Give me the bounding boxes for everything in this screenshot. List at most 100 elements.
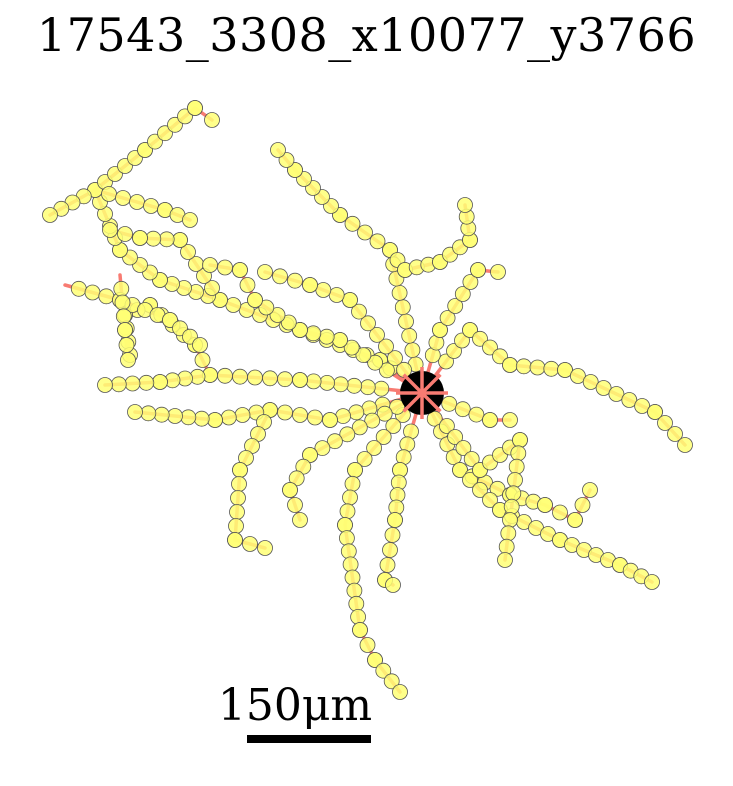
node-marker (382, 542, 398, 558)
node-marker (677, 437, 693, 453)
node-marker (366, 440, 383, 456)
node-marker (113, 280, 130, 297)
node-marker (204, 280, 220, 296)
node-marker (232, 368, 248, 385)
node-marker (385, 577, 401, 593)
node-marker (344, 569, 361, 586)
node-marker (498, 538, 515, 555)
node-marker (351, 419, 368, 436)
node-marker (582, 374, 599, 390)
node-marker (288, 470, 305, 487)
node-marker (570, 368, 586, 384)
node-marker (269, 307, 286, 323)
node-marker (447, 429, 464, 445)
node-marker (492, 348, 508, 365)
node-marker (462, 472, 478, 488)
node-marker (232, 462, 248, 478)
node-marker (582, 482, 598, 498)
node-marker (657, 415, 673, 431)
node-marker (167, 408, 183, 424)
node-marker (328, 287, 345, 303)
node-marker (426, 410, 443, 427)
node-marker (438, 353, 454, 370)
node-marker (180, 244, 196, 260)
node-marker (359, 379, 376, 396)
node-marker (230, 490, 246, 506)
node-marker (351, 303, 367, 320)
node-marker (247, 369, 263, 386)
scale-bar-label: 150μm (217, 680, 373, 731)
node-marker (287, 272, 303, 289)
node-marker (355, 347, 372, 364)
node-marker (193, 410, 210, 427)
node-marker (120, 352, 136, 368)
node-marker (369, 326, 385, 343)
node-marker (364, 412, 381, 429)
node-marker (342, 489, 358, 506)
node-marker (102, 222, 118, 238)
node-marker (376, 405, 393, 422)
node-marker (140, 405, 157, 422)
node-marker (231, 476, 247, 492)
node-marker (537, 497, 553, 513)
node-marker (101, 186, 117, 202)
node-marker (357, 224, 373, 241)
node-marker (292, 322, 308, 338)
node-marker (500, 525, 517, 542)
node-marker (292, 372, 308, 388)
node-marker (508, 458, 525, 475)
node-marker (98, 288, 115, 305)
node-marker (202, 257, 218, 273)
node-marker (383, 673, 400, 690)
node-marker (287, 497, 303, 513)
node-marker (207, 412, 223, 428)
node-marker (272, 268, 288, 285)
node-marker (352, 622, 368, 638)
node-marker (454, 286, 471, 302)
node-marker (439, 310, 456, 326)
node-marker (332, 332, 348, 348)
node-marker (172, 232, 188, 248)
node-marker (257, 540, 273, 556)
node-marker (441, 395, 458, 412)
node-marker (318, 328, 335, 345)
node-marker (350, 609, 367, 625)
node-marker (115, 308, 132, 325)
node-marker (392, 684, 408, 700)
page-title: 17543_3308_x10077_y3766 (36, 8, 697, 62)
node-marker (389, 398, 406, 415)
node-marker (608, 386, 625, 402)
node-marker (220, 409, 237, 426)
node-marker (192, 337, 208, 353)
node-marker (242, 536, 258, 552)
node-marker (356, 451, 373, 467)
node-marker (644, 574, 660, 590)
scale-bar (247, 735, 371, 743)
node-marker (378, 362, 395, 379)
node-marker (117, 226, 133, 242)
node-marker (342, 292, 358, 308)
node-marker (557, 362, 573, 378)
node-marker (305, 325, 322, 342)
node-marker (621, 392, 638, 408)
node-marker (502, 357, 518, 373)
node-marker (326, 433, 343, 450)
node-marker (292, 512, 308, 528)
node-marker (634, 398, 650, 414)
node-marker (373, 380, 390, 397)
node-marker (543, 360, 560, 377)
node-marker (432, 322, 448, 338)
node-marker (463, 451, 480, 467)
node-marker (258, 299, 275, 316)
node-marker (468, 406, 485, 423)
node-marker (510, 445, 527, 462)
node-marker (127, 404, 143, 420)
node-marker (143, 198, 159, 214)
node-marker (552, 504, 568, 521)
node-marker (446, 343, 462, 359)
node-marker (337, 517, 353, 533)
node-marker (346, 377, 363, 394)
node-marker (270, 142, 286, 158)
node-marker (124, 375, 141, 392)
